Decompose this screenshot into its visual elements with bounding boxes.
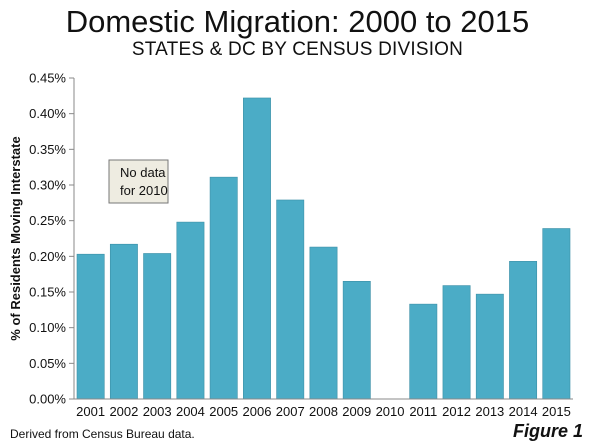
x-tick-label: 2009 [342,404,371,419]
x-tick-label: 2003 [143,404,172,419]
x-tick-label: 2008 [309,404,338,419]
annotation-box [108,159,169,204]
bar [509,261,538,400]
figure-label: Figure 1 [512,421,583,441]
x-tick-label: 2002 [109,404,138,419]
annotation-text-line: for 2010 [120,183,168,198]
bar [276,199,305,400]
y-tick-label: 0.00% [29,392,66,407]
x-tick-label: 2011 [409,404,437,419]
y-tick-label: 0.15% [29,285,66,300]
y-tick-label: 0.20% [29,249,66,264]
x-tick-label: 2005 [209,404,238,419]
no-data-annotation: No data for 2010 [108,159,169,204]
y-axis-title: % of Residents Moving Interstate [8,136,23,340]
y-tick-label: 0.25% [29,213,66,228]
bar [209,176,238,400]
x-tick-label: 2015 [542,404,571,419]
bar [76,253,105,400]
x-axis-labels: 2001 2002 2003 2004 2005 2006 2007 2008 2009 2010… [76,404,571,419]
x-tick-label: 2014 [509,404,538,419]
bar [475,293,504,400]
bar-series [76,97,571,400]
x-tick-label: 2007 [276,404,305,419]
y-tick-label: 0.05% [29,356,66,371]
y-tick-label: 0.10% [29,320,66,335]
y-tick-label: 0.45% [29,71,66,86]
x-tick-label: 2004 [176,404,205,419]
y-tick-label: 0.35% [29,142,66,157]
annotation-text-line: No data [120,165,166,180]
x-tick-label: 2012 [442,404,471,419]
bar [342,280,371,400]
x-tick-label: 2010 [376,404,405,419]
y-tick-label: 0.40% [29,106,66,121]
bar [542,228,571,400]
bar [176,221,205,400]
bar [143,253,172,400]
bar [243,97,271,400]
x-tick-label: 2001 [76,404,105,419]
source-note: Derived from Census Bureau data. [10,427,195,441]
bar [442,285,471,400]
y-tick-label: 0.30% [29,178,66,193]
bar [409,303,438,400]
chart-subtitle: STATES & DC BY CENSUS DIVISION [131,39,464,60]
x-tick-label: 2006 [243,404,272,419]
x-tick-label: 2013 [475,404,504,419]
chart-title: Domestic Migration: 2000 to 2015 [65,4,530,39]
bar [309,246,338,400]
bar [109,243,138,400]
y-axis-ticks: 0.00% 0.05% 0.10% 0.15% 0.20% 0.25% 0.30% 0.35%… [29,71,74,407]
